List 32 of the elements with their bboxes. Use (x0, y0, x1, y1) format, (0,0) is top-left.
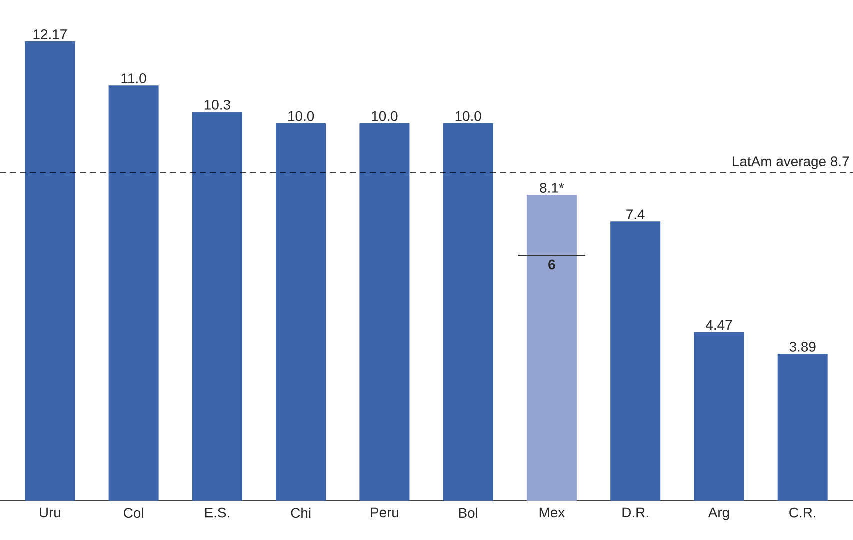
bar (276, 123, 326, 501)
ref-line-label: LatAm average 8.7 (733, 156, 850, 170)
data-label: 10.0 (288, 111, 314, 122)
bar (192, 112, 242, 501)
bar (108, 86, 159, 501)
data-label: 10.3 (204, 100, 230, 110)
data-label: 11.0 (122, 74, 146, 84)
x-tick-label: Col (124, 508, 144, 518)
x-tick-label: D.R. (622, 508, 648, 518)
x-tick-label: Chi (291, 508, 311, 518)
data-label: 12.17 (34, 30, 67, 40)
bar (526, 195, 577, 501)
bar (610, 222, 661, 501)
data-label: 3.89 (790, 342, 816, 352)
x-tick-label: Uru (40, 508, 60, 518)
x-tick-label: Mex (540, 508, 565, 518)
x-tick-label: E.S. (205, 508, 230, 518)
data-label: 10.0 (456, 111, 482, 122)
x-tick-label: C.R. (790, 508, 816, 518)
data-label: 7.4 (626, 210, 645, 220)
ref-line-label: 6 (548, 260, 556, 270)
bar (443, 123, 494, 501)
data-label: 4.47 (706, 320, 732, 330)
data-label: 10.0 (372, 111, 398, 122)
x-tick-label: Peru (371, 508, 398, 518)
bar (360, 123, 410, 501)
bar (25, 41, 76, 501)
bar (694, 332, 744, 501)
data-label: 8.1* (540, 183, 564, 193)
x-tick-label: Bol (459, 508, 478, 518)
x-tick-label: Arg (708, 508, 730, 520)
bar (778, 354, 828, 501)
